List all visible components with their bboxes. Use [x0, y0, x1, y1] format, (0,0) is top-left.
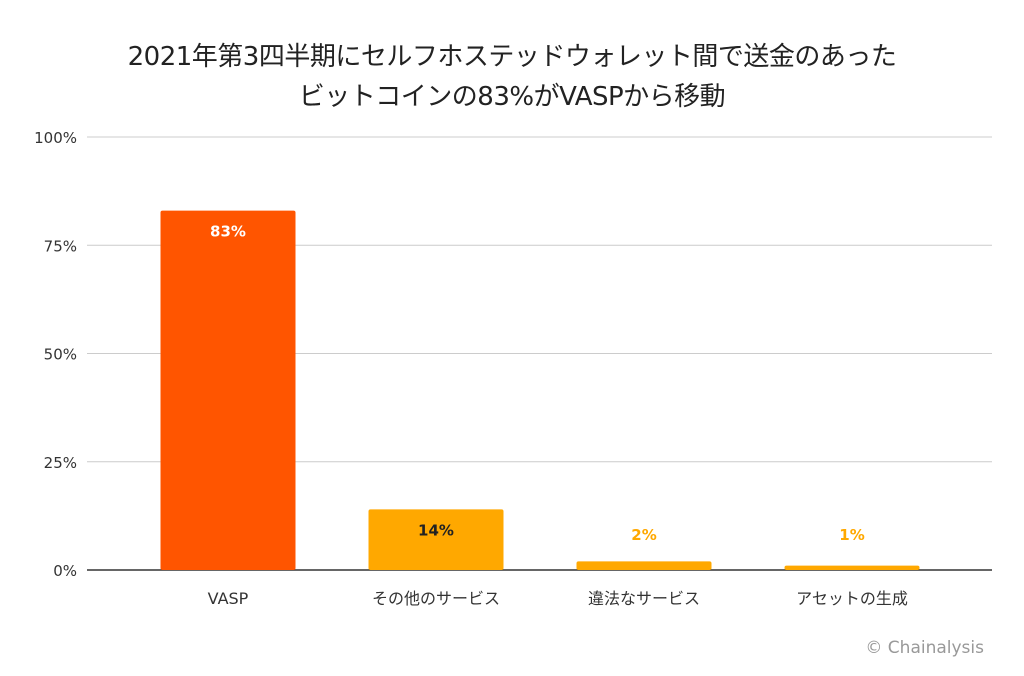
bar-0	[160, 210, 296, 571]
x-tick-label: その他のサービス	[372, 589, 500, 608]
bar-3	[784, 565, 920, 570]
x-tick-label: アセットの生成	[796, 589, 908, 608]
y-tick-label: 0%	[53, 562, 77, 580]
data-label: 14%	[418, 521, 454, 539]
data-label: 2%	[631, 526, 656, 544]
chart-title-line-1: 2021年第3四半期にセルフホステッドウォレット間で送金のあった	[127, 42, 897, 72]
chainalysis-credit: © Chainalysis	[865, 638, 984, 658]
y-tick-label: 75%	[44, 237, 77, 255]
y-tick-label: 100%	[34, 129, 77, 147]
x-tick-label: 違法なサービス	[588, 589, 700, 608]
chart-title-line-2: ビットコインの83%がVASPから移動	[298, 82, 726, 112]
data-label: 1%	[839, 526, 864, 544]
data-label: 83%	[210, 223, 246, 241]
bar-2	[576, 561, 712, 570]
y-tick-label: 25%	[44, 454, 77, 472]
y-tick-label: 50%	[44, 346, 77, 364]
x-tick-label: VASP	[208, 589, 249, 608]
bar-1	[368, 509, 504, 570]
